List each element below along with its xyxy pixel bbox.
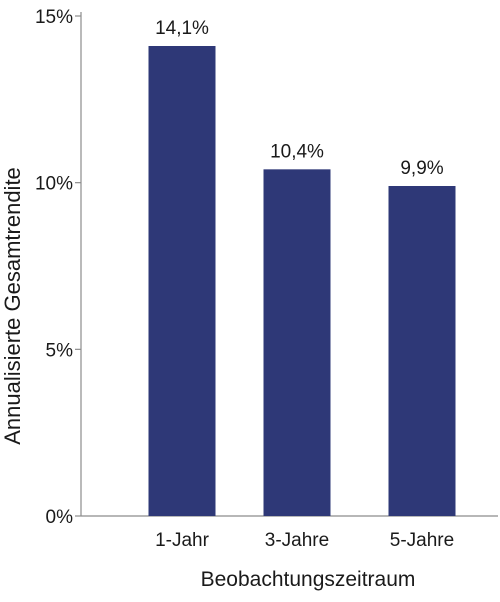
x-axis: 1-Jahr 3-Jahre 5-Jahre	[81, 515, 498, 551]
y-tick-label: 5%	[46, 340, 74, 361]
data-labels: 14,1% 10,4% 9,9%	[155, 18, 444, 179]
y-axis: 0% 5% 10% 15%	[35, 7, 82, 528]
data-label: 10,4%	[270, 141, 324, 162]
data-label: 14,1%	[155, 18, 209, 39]
data-label: 9,9%	[400, 158, 443, 179]
bars	[148, 46, 456, 517]
x-tick-label: 1-Jahr	[155, 530, 210, 551]
y-tick-label: 10%	[35, 174, 73, 195]
bar-2	[263, 169, 331, 517]
x-axis-label: Beobachtungszeitraum	[201, 568, 416, 591]
bar-1	[148, 46, 216, 516]
y-tick-label: 0%	[46, 507, 74, 528]
bar-3	[388, 186, 456, 516]
x-tick-label: 3-Jahre	[265, 530, 329, 551]
y-axis-label: Annualisierte Gesamtrendite	[0, 167, 25, 445]
y-tick-label: 15%	[35, 7, 73, 28]
x-tick-label: 5-Jahre	[390, 530, 454, 551]
